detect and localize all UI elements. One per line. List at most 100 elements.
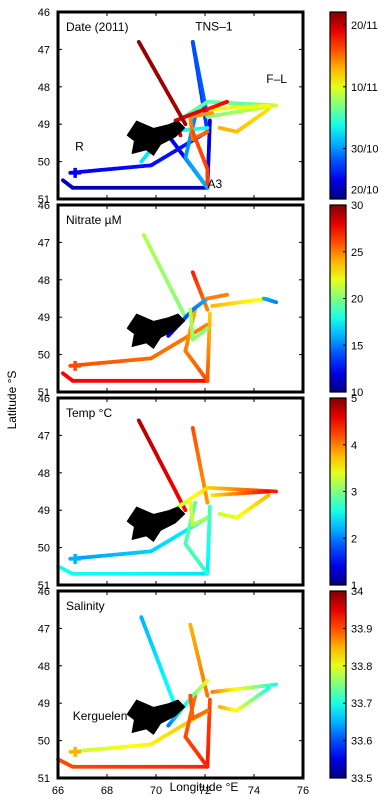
- colorbar: 5 4 3 2 1: [329, 393, 357, 592]
- colorbar-tick-label: 20/10: [351, 185, 379, 197]
- y-tick-label: 51: [38, 194, 50, 206]
- track-segment: [183, 500, 210, 576]
- panel-title: Date (2011): [66, 20, 128, 34]
- y-tick-label: 46: [38, 200, 50, 212]
- track-segment: [56, 757, 210, 769]
- x-tick-label: 74: [248, 785, 260, 797]
- data-point: [205, 500, 210, 505]
- y-tick-label: 46: [38, 393, 50, 405]
- track-segment: [210, 296, 271, 308]
- data-point: [225, 99, 230, 104]
- data-point: [217, 126, 222, 130]
- track-segment: [56, 564, 210, 576]
- x-tick-label: 72: [199, 785, 211, 797]
- station-r-marker: [69, 167, 82, 178]
- track-segment: [261, 296, 278, 305]
- colorbar: 20/11 10/11 30/10 20/10: [329, 11, 379, 200]
- plot-frame: [56, 203, 305, 394]
- station-r-marker: [69, 360, 82, 371]
- y-tick-label: 49: [38, 505, 50, 517]
- kerguelen-island: [126, 506, 186, 542]
- data-point: [205, 326, 210, 331]
- chart-panel: 46 47 48 49 50 51 Temp °C 5 4 3 2 1: [38, 393, 357, 592]
- plot-frame: [56, 10, 305, 201]
- colorbar-tick-label: 34: [351, 586, 363, 598]
- track-segment: [190, 426, 210, 505]
- y-tick-label: 50: [38, 543, 50, 555]
- colorbar-tick-label: 33.9: [351, 623, 372, 635]
- colorbar-tick-label: 10/11: [351, 82, 378, 94]
- station-r-marker: [69, 553, 82, 564]
- track-segment: [190, 40, 210, 119]
- data-point: [208, 311, 212, 316]
- track-segment: [141, 233, 188, 320]
- plot-frame: [56, 396, 305, 587]
- colorbar-tick-label: 1: [351, 580, 357, 592]
- data-point: [266, 489, 271, 494]
- kerguelen-island: [126, 699, 186, 735]
- chart-panel: 46 47 48 49 50 51 Nitrate µM 30 25 20 15 10: [38, 200, 364, 399]
- map-annotation: TNS–1: [195, 20, 233, 34]
- data-point: [205, 678, 210, 683]
- y-tick-label: 49: [38, 312, 50, 324]
- data-point: [205, 126, 210, 130]
- data-point: [274, 682, 278, 687]
- colorbar-tick-label: 10: [351, 387, 363, 399]
- y-tick-label: 47: [38, 430, 50, 442]
- track-segment: [188, 500, 210, 528]
- colorbar-tick-label: 15: [351, 340, 363, 352]
- data-point: [205, 764, 210, 769]
- y-tick-label: 50: [38, 157, 50, 169]
- y-tick-label: 51: [38, 387, 50, 399]
- track-segment: [217, 493, 271, 520]
- track-segment: [61, 178, 210, 190]
- map-annotation: A3: [207, 177, 222, 191]
- data-point: [217, 705, 222, 709]
- y-tick-label: 47: [38, 623, 50, 635]
- y-tick-label: 49: [38, 119, 50, 131]
- kerguelen-island: [126, 120, 186, 156]
- data-point: [274, 489, 278, 494]
- colorbar: 30 25 20 15 10: [329, 200, 363, 399]
- colorbar-tick-label: 30: [351, 200, 363, 212]
- data-point: [225, 292, 230, 297]
- data-point: [205, 185, 210, 190]
- y-axis-title: Latitude °S: [5, 371, 19, 430]
- data-point: [183, 508, 188, 513]
- colorbar-tick-label: 4: [351, 440, 357, 452]
- track-segment: [210, 103, 271, 112]
- track-segment: [183, 307, 210, 383]
- y-tick-label: 48: [38, 468, 50, 480]
- panel-title: Nitrate µM: [66, 213, 122, 227]
- data-point: [274, 103, 278, 108]
- colorbar-tick-label: 33.7: [351, 698, 372, 710]
- colorbar-bar: [329, 590, 347, 779]
- data-point: [208, 697, 212, 702]
- panel-title: Salinity: [66, 599, 105, 613]
- x-axis-title: Longitude °E: [170, 780, 239, 794]
- y-tick-label: 49: [38, 698, 50, 710]
- station-r-marker: [69, 746, 82, 757]
- y-tick-label: 48: [38, 82, 50, 94]
- plot-frame: [56, 589, 305, 780]
- track-segment: [188, 307, 210, 342]
- track-segment: [205, 504, 212, 576]
- track-segment: [171, 485, 278, 513]
- colorbar-tick-label: 25: [351, 247, 363, 259]
- colorbar-tick-label: 33.8: [351, 661, 372, 673]
- y-tick-label: 50: [38, 736, 50, 748]
- x-tick-label: 76: [297, 785, 309, 797]
- data-point: [205, 129, 210, 134]
- data-point: [205, 708, 210, 713]
- chart-panel: 46 47 48 49 50 51 Date (2011) TNS–1 F–L R A3 20/11 1…: [38, 7, 379, 206]
- colorbar-tick-label: 2: [351, 533, 357, 545]
- track-segment: [136, 40, 188, 127]
- colorbar-tick-label: 20: [351, 294, 363, 306]
- panel-title: Temp °C: [66, 406, 112, 420]
- track-segment: [190, 129, 210, 186]
- track-segment: [139, 615, 178, 709]
- data-point: [266, 103, 271, 108]
- data-point: [208, 504, 212, 509]
- colorbar-tick-label: 33.6: [351, 736, 372, 748]
